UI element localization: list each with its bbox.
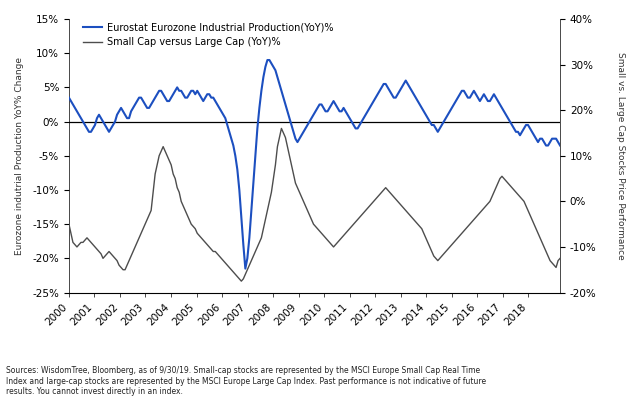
Eurostat Eurozone Industrial Production(YoY)% <box>252 153 259 158</box>
Eurostat Eurozone Industrial Production(YoY)% <box>336 109 344 114</box>
Y-axis label: Small vs. Large Cap Stocks Price Performance: Small vs. Large Cap Stocks Price Perform… <box>616 52 625 259</box>
Small Cap versus Large Cap (YoY)% <box>278 126 285 131</box>
Eurostat Eurozone Industrial Production(YoY)% <box>241 266 249 271</box>
Legend: Eurostat Eurozone Industrial Production(YoY)%, Small Cap versus Large Cap (YoY)%: Eurostat Eurozone Industrial Production(… <box>79 18 337 51</box>
Small Cap versus Large Cap (YoY)% <box>546 258 554 263</box>
Eurostat Eurozone Industrial Production(YoY)% <box>269 64 277 69</box>
Eurostat Eurozone Industrial Production(YoY)% <box>546 140 554 144</box>
Small Cap versus Large Cap (YoY)% <box>440 252 447 256</box>
Small Cap versus Large Cap (YoY)% <box>556 256 564 261</box>
Line: Small Cap versus Large Cap (YoY)%: Small Cap versus Large Cap (YoY)% <box>69 129 560 281</box>
Small Cap versus Large Cap (YoY)% <box>252 249 259 254</box>
Small Cap versus Large Cap (YoY)% <box>97 252 105 256</box>
Line: Eurostat Eurozone Industrial Production(YoY)%: Eurostat Eurozone Industrial Production(… <box>69 60 560 269</box>
Small Cap versus Large Cap (YoY)% <box>65 222 73 226</box>
Eurostat Eurozone Industrial Production(YoY)% <box>556 143 564 148</box>
Text: Sources: WisdomTree, Bloomberg, as of 9/30/19. Small-cap stocks are represented : Sources: WisdomTree, Bloomberg, as of 9/… <box>6 366 486 396</box>
Eurostat Eurozone Industrial Production(YoY)% <box>440 119 447 124</box>
Eurostat Eurozone Industrial Production(YoY)% <box>65 95 73 100</box>
Y-axis label: Eurozone indutrial Production YoY% Change: Eurozone indutrial Production YoY% Chang… <box>15 57 24 255</box>
Eurostat Eurozone Industrial Production(YoY)% <box>264 58 271 62</box>
Small Cap versus Large Cap (YoY)% <box>237 279 245 283</box>
Small Cap versus Large Cap (YoY)% <box>268 190 275 195</box>
Small Cap versus Large Cap (YoY)% <box>336 238 344 242</box>
Eurostat Eurozone Industrial Production(YoY)% <box>97 116 105 121</box>
